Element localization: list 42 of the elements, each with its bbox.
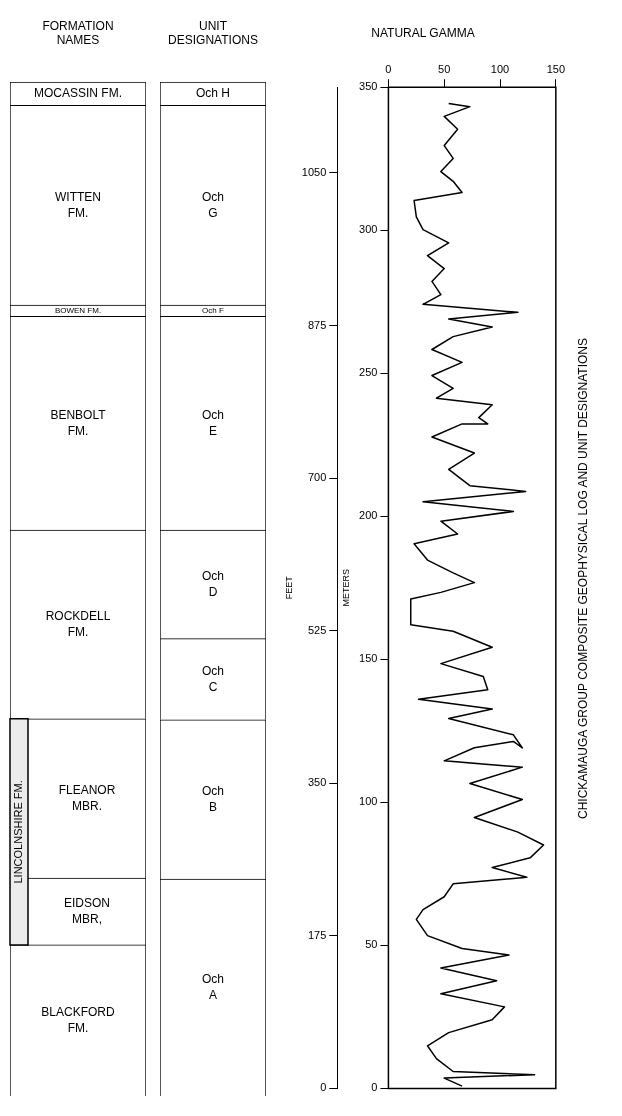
series-label: BOWEN FM. [54, 305, 102, 315]
y2-tick-label: 0 [320, 1081, 327, 1094]
series-label: Och E [201, 407, 225, 438]
x-tick-label: 100 [490, 62, 510, 75]
series-label: EIDSON MBR, [63, 895, 111, 926]
x-tick-label: 0 [385, 62, 392, 75]
series-label: Och H [195, 85, 231, 100]
y2-tick-label: 700 [307, 471, 327, 484]
y-tick-label: 200 [359, 509, 378, 522]
y2-axis-title: FEET [283, 575, 294, 600]
y2-tick-label: 1050 [301, 165, 327, 178]
y2-tick-label: 350 [307, 776, 327, 789]
series-label: MOCASSIN FM. [33, 85, 123, 100]
band-label: LINCOLNSHIRE FM. [12, 780, 25, 884]
y-tick-label: 0 [371, 1081, 378, 1094]
y2-tick-label: 175 [307, 928, 327, 941]
series-label: Och F [202, 305, 224, 315]
chart-title: NATURAL GAMMA [370, 25, 476, 42]
y-axis-title: METERS [341, 569, 352, 607]
series-label: Och B [201, 783, 225, 814]
y-tick-label: 100 [359, 795, 378, 808]
series-label: Och D [201, 568, 225, 599]
series-label: Och C [201, 663, 225, 694]
series-label: ROCKDELL FM. [45, 608, 111, 639]
y-tick-label: 300 [359, 223, 378, 236]
y2-tick-label: 875 [307, 318, 327, 331]
x-tick-label: 150 [546, 62, 565, 75]
y-tick-label: 150 [359, 652, 378, 665]
series-label: Och A [201, 971, 225, 1002]
series-label: BENBOLT FM. [50, 407, 107, 438]
chart-title: FORMATION NAMES [41, 18, 115, 49]
series-label: WITTEN FM. [55, 189, 101, 220]
y-tick-label: 350 [359, 80, 378, 93]
series-label: FLEANOR MBR. [58, 782, 116, 813]
y-tick-label: 250 [359, 366, 378, 379]
x-tick-label: 50 [438, 62, 451, 75]
chart-title: UNIT DESIGNATIONS [167, 18, 259, 49]
y2-tick-label: 525 [307, 623, 327, 636]
y-tick-label: 50 [365, 938, 378, 951]
text: CHICKAMAUGA GROUP COMPOSITE GEOPHYSICAL LOG AND UNIT DESIGNATIONS [576, 337, 590, 819]
series-label: Och G [201, 189, 225, 220]
series-label: BLACKFORD FM. [41, 1004, 115, 1035]
